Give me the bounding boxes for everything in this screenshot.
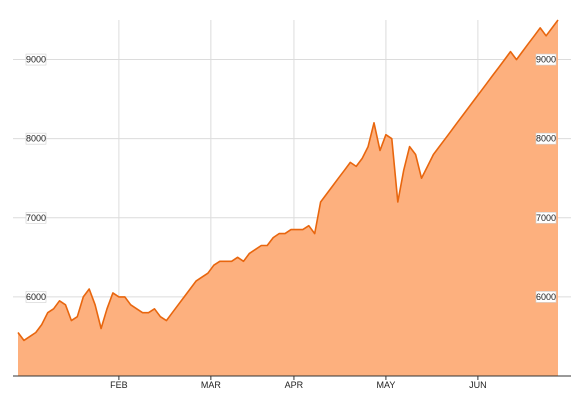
x-tick-label: MAR (201, 380, 222, 390)
series-line (17, 19, 559, 342)
y-tick-label-box-right (535, 291, 557, 303)
y-tick-label-right: 7000 (536, 213, 556, 223)
x-tick-label: JUN (469, 380, 487, 390)
y-tick-label-right: 8000 (536, 134, 556, 144)
y-tick-label-box-right (535, 132, 557, 145)
x-tick-label: APR (285, 380, 304, 390)
y-tick-label-box-right (535, 211, 557, 224)
x-tick-label: MAY (376, 380, 395, 390)
y-tick-label-left: 7000 (26, 213, 46, 223)
area-fill (18, 20, 558, 376)
area-series (17, 19, 559, 376)
x-axis (13, 375, 571, 380)
y-tick-label-box-left (25, 291, 47, 303)
tick-labels: FEB MAR APR MAY JUN 6000 6000 7000 7000 8000 8000 9… (25, 53, 557, 390)
y-tick-label-box-left (25, 132, 47, 145)
y-tick-label-box-left (25, 53, 47, 66)
y-tick-label-left: 9000 (26, 55, 46, 65)
y-tick-label-right: 6000 (536, 292, 556, 302)
y-tick-label-left: 8000 (26, 134, 46, 144)
y-tick-label-right: 9000 (536, 55, 556, 65)
y-tick-label-box-left (25, 211, 47, 224)
y-tick-label-box-right (535, 53, 557, 66)
y-tick-label-left: 6000 (26, 292, 46, 302)
x-tick-label: FEB (110, 380, 128, 390)
